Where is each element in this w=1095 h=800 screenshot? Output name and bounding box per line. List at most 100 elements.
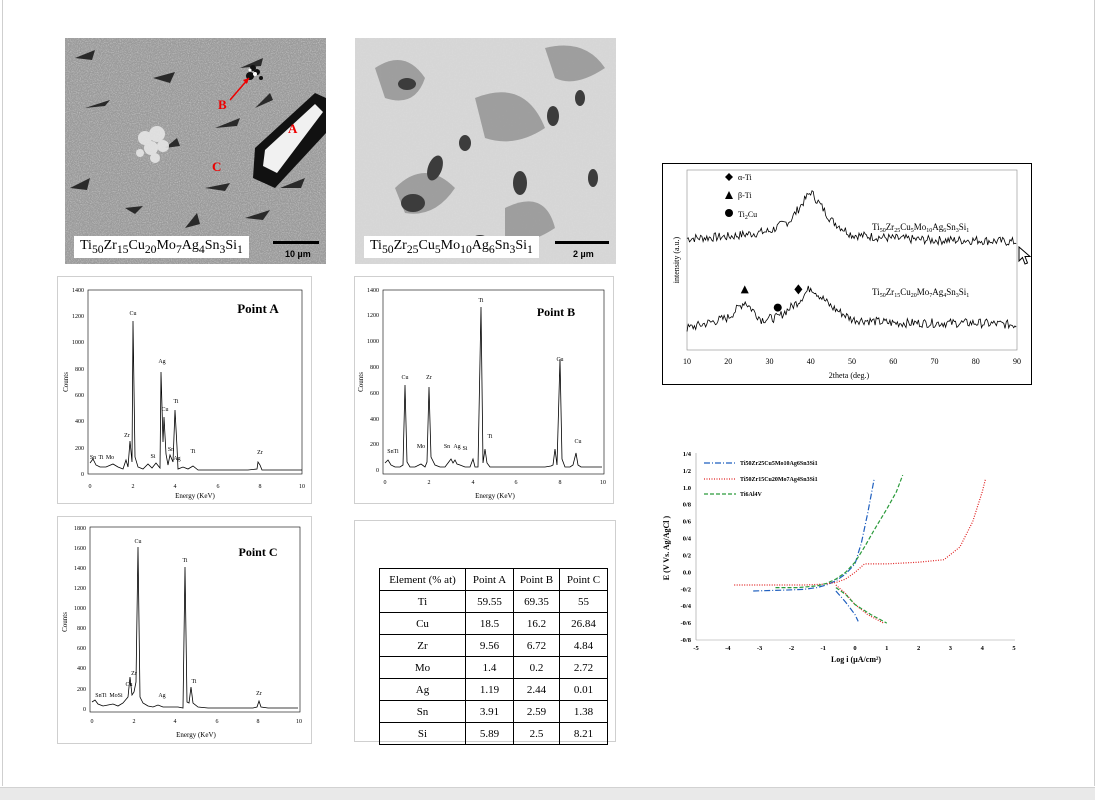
x-axis-label: Energy (KeV) xyxy=(175,492,215,500)
table-row: Ag 1.19 2.44 0.01 xyxy=(379,678,608,701)
legend-label: β-Ti xyxy=(738,191,752,200)
table-cell: 5.89 xyxy=(465,722,514,745)
table-cell: 18.5 xyxy=(465,612,514,635)
peak-label: Cu xyxy=(134,539,141,545)
peak-label: Sn xyxy=(168,447,174,453)
peak-label: Zr xyxy=(426,375,432,381)
anodic-branch-1 xyxy=(734,479,986,586)
y-tick: 1000 xyxy=(72,340,84,346)
table-cell: 16.2 xyxy=(513,612,560,635)
y-tick: 600 xyxy=(370,391,379,397)
peak-label: Zr xyxy=(257,450,263,456)
x-tick: 50 xyxy=(848,357,856,366)
x-tick: 10 xyxy=(600,480,606,486)
y-tick: -0/6 xyxy=(681,620,692,627)
y-tick: 1/4 xyxy=(683,451,692,458)
table-row: Sn 3.91 2.59 1.38 xyxy=(379,700,608,723)
peak-label: Mo xyxy=(417,444,425,450)
y-axis-label: E (V Vs. Ag/AgCl ) xyxy=(662,515,671,580)
peak-label: Ti xyxy=(191,679,196,685)
y-tick: -0/8 xyxy=(681,637,692,644)
x-tick: 80 xyxy=(972,357,980,366)
x-tick: 4 xyxy=(174,719,177,725)
table-header: Element (% at) xyxy=(379,568,466,591)
y-tick: 1000 xyxy=(367,339,379,345)
xrd-chart: 10 20 30 40 50 60 70 80 90 2theta (deg.) intensi… xyxy=(672,169,1021,380)
eds-spectrum-line xyxy=(91,546,298,709)
x-tick: -3 xyxy=(757,645,763,652)
table-header: Point B xyxy=(513,568,560,591)
peak-label: Ag xyxy=(158,359,165,365)
peak-label: Zr xyxy=(256,691,262,697)
table-header-row: Element (% at) Point A Point B Point C xyxy=(379,568,608,591)
table-cell: Ag xyxy=(379,678,466,701)
peak-label: Cu xyxy=(574,439,581,445)
marker-label-a: A xyxy=(288,121,298,136)
table-cell: 8.21 xyxy=(559,722,608,745)
y-tick: 0 xyxy=(81,472,84,478)
x-axis-label: Energy (KeV) xyxy=(176,731,216,739)
x-tick: 20 xyxy=(724,357,732,366)
table-cell: 55 xyxy=(559,590,608,613)
y-tick: 800 xyxy=(75,367,84,373)
horizontal-scrollbar[interactable] xyxy=(0,787,1095,800)
y-tick: 1600 xyxy=(74,546,86,552)
circle-marker xyxy=(773,303,782,312)
diamond-icon xyxy=(725,173,733,181)
y-tick: 1400 xyxy=(74,566,86,572)
anodic-branch-0 xyxy=(753,479,875,592)
x-tick: 0 xyxy=(91,719,94,725)
y-tick: 1400 xyxy=(72,288,84,294)
legend-label: Ti50Zr25Cu5Mo10Ag6Sn3Si1 xyxy=(740,461,818,467)
eds-title: Point C xyxy=(239,545,278,559)
y-tick: 1200 xyxy=(367,313,379,319)
peak-label: Ag xyxy=(173,456,180,462)
x-tick: 10 xyxy=(683,357,691,366)
table-header: Point A xyxy=(465,568,514,591)
x-tick: 4 xyxy=(174,484,177,490)
y-axis-label: Counts xyxy=(357,372,365,392)
table-cell: 1.38 xyxy=(559,700,608,723)
y-tick: 1200 xyxy=(74,586,86,592)
table-cell: 6.72 xyxy=(513,634,560,657)
y-axis-label: Counts xyxy=(61,612,69,632)
legend-label: Ti50Zr15Cu20Mo7Ag4Sn3Si1 xyxy=(740,477,818,483)
peak-label: Si xyxy=(150,454,155,460)
x-tick: 0 xyxy=(384,480,387,486)
table-cell: 2.44 xyxy=(513,678,560,701)
x-tick: 6 xyxy=(515,480,518,486)
x-axis-label: Energy (KeV) xyxy=(475,492,515,500)
table-cell: Zr xyxy=(379,634,466,657)
x-tick: 90 xyxy=(1013,357,1021,366)
x-tick: 3 xyxy=(949,645,953,652)
sem-label-2: Ti50Zr25Cu5Mo10Ag6Sn3Si1 xyxy=(364,236,539,258)
x-tick: 8 xyxy=(259,484,262,490)
diamond-marker xyxy=(794,284,803,295)
x-tick: 60 xyxy=(889,357,897,366)
table-cell: Mo xyxy=(379,656,466,679)
peak-label: Zr xyxy=(131,671,137,677)
table-cell: Si xyxy=(379,722,466,745)
table-cell: 9.56 xyxy=(465,634,514,657)
cathodic-branch-2 xyxy=(835,587,888,624)
scale-bar-2 xyxy=(555,241,609,244)
peak-label: SnTi xyxy=(387,449,399,455)
eds-plot-c: 0 200 400 600 800 1000 1200 1400 1600 18… xyxy=(61,526,302,739)
table-cell: 2.5 xyxy=(513,722,560,745)
table-cell: 3.91 xyxy=(465,700,514,723)
table-row: Cu 18.5 16.2 26.84 xyxy=(379,612,608,635)
x-tick: 0 xyxy=(89,484,92,490)
x-tick: 70 xyxy=(931,357,939,366)
y-tick: 1200 xyxy=(72,314,84,320)
sem-image-1: B A C Ti50Zr15Cu20Mo7Ag4Sn3Si1 10 µm xyxy=(65,38,326,264)
table-row: Ti 59.55 69.35 55 xyxy=(379,590,608,613)
x-tick: -5 xyxy=(693,645,699,652)
peak-label: Cu xyxy=(125,682,132,688)
y-tick: 800 xyxy=(77,626,86,632)
scale-bar-1 xyxy=(273,241,319,244)
sem-image-2: Ti50Zr25Cu5Mo10Ag6Sn3Si1 2 µm xyxy=(355,38,616,264)
peak-label: MoSi xyxy=(109,693,123,699)
legend: Ti50Zr25Cu5Mo10Ag6Sn3Si1 Ti50Zr15Cu20Mo7… xyxy=(704,461,818,498)
table-row: Zr 9.56 6.72 4.84 xyxy=(379,634,608,657)
x-tick: 6 xyxy=(217,484,220,490)
